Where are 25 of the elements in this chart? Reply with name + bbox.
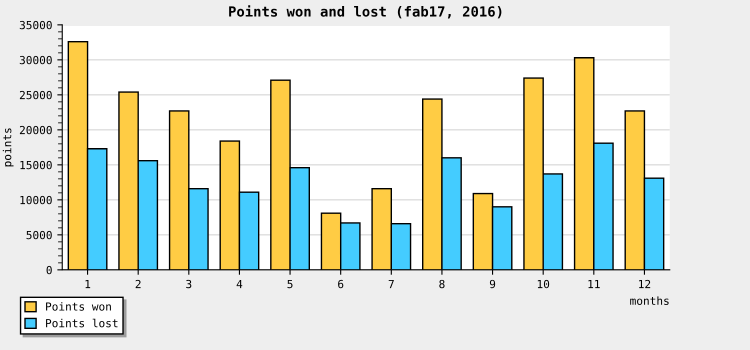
x-tick-label: 4: [236, 280, 242, 288]
y-tick-label: 25000: [20, 90, 52, 100]
x-tick-label: 2: [136, 280, 141, 288]
x-tick-label: 10: [538, 280, 550, 288]
chart-title: Points won and lost (fab17, 2016): [229, 5, 502, 18]
y-tick-label: 15000: [20, 160, 52, 170]
x-tick-label: 6: [338, 280, 344, 288]
x-tick-label: 1: [86, 280, 90, 288]
y-tick-label: 35000: [20, 20, 52, 30]
x-tick-label: 9: [490, 280, 496, 288]
x-tick-label: 3: [186, 280, 192, 288]
legend-label: Points won: [46, 302, 111, 311]
x-tick-label: 8: [439, 280, 445, 288]
y-tick-label: 10000: [20, 196, 52, 204]
x-tick-label: 12: [639, 280, 650, 288]
x-tick-label: 5: [287, 280, 293, 288]
x-tick-label: 11: [588, 280, 600, 288]
y-tick-label: 20000: [20, 126, 52, 134]
legend-label: Points lost: [46, 318, 118, 328]
y-axis-title: points: [2, 128, 14, 166]
x-axis-title: months: [630, 296, 669, 305]
y-tick-label: 0: [46, 266, 52, 274]
x-tick-label: 7: [388, 280, 394, 288]
y-tick-label: 5000: [26, 230, 52, 240]
y-tick-label: 30000: [20, 56, 52, 64]
